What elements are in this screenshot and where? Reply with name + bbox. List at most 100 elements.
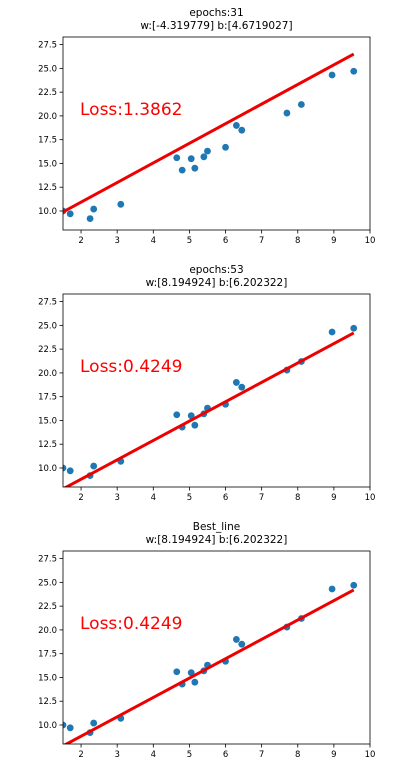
- x-tick-label: 4: [151, 493, 156, 503]
- x-tick-label: 10: [365, 493, 376, 503]
- y-tick-label: 20.0: [38, 626, 57, 636]
- scatter-point: [238, 126, 246, 134]
- x-tick-label: 4: [151, 750, 156, 760]
- scatter-point: [350, 324, 358, 332]
- axes-frame: [62, 550, 371, 745]
- scatter-point: [63, 721, 67, 729]
- scatter-points: [63, 324, 358, 479]
- x-tick-label: 7: [259, 493, 264, 503]
- y-tick-label: 25.0: [38, 578, 57, 588]
- loss-label: Loss:0.4249: [80, 357, 183, 377]
- x-tick-label: 6: [223, 750, 228, 760]
- scatter-point: [204, 147, 211, 155]
- scatter-point: [187, 669, 195, 677]
- scatter-point: [90, 205, 98, 213]
- x-tick-label: 2: [78, 750, 83, 760]
- y-tick-label: 25.0: [38, 321, 57, 331]
- scatter-point: [66, 467, 74, 475]
- loss-label: Loss:0.4249: [80, 614, 183, 634]
- scatter-point: [86, 215, 94, 222]
- scatter-point: [187, 412, 195, 420]
- y-tick-label: 12.5: [38, 183, 57, 193]
- y-tick-label: 15.0: [38, 159, 57, 169]
- x-tick-label: 4: [151, 236, 156, 246]
- x-tick-label: 9: [331, 750, 336, 760]
- scatter-point: [232, 379, 240, 386]
- y-tick-label: 22.5: [38, 345, 57, 355]
- loss-label: Loss:1.3862: [80, 100, 183, 120]
- scatter-point: [117, 200, 125, 208]
- scatter-point: [350, 67, 358, 75]
- x-tick-label: 7: [259, 236, 264, 246]
- scatter-point: [238, 383, 246, 391]
- x-tick-label: 3: [114, 493, 119, 503]
- x-tick-label: 6: [223, 236, 228, 246]
- y-tick-label: 27.5: [38, 41, 57, 51]
- y-tick-label: 25.0: [38, 64, 57, 74]
- x-tick-label: 8: [295, 236, 300, 246]
- y-tick-label: 17.5: [38, 393, 57, 403]
- y-tick-label: 20.0: [38, 112, 57, 122]
- x-tick-label: 9: [331, 493, 336, 503]
- axes-frame: [62, 36, 371, 231]
- scatter-point: [173, 411, 181, 419]
- x-tick-label: 7: [259, 750, 264, 760]
- scatter-point: [328, 71, 336, 79]
- chart-svg: epochs:53w:[8.194924] b:[6.202322] Loss:0…: [38, 264, 376, 503]
- scatter-point: [297, 101, 305, 108]
- y-tick-label: 17.5: [38, 136, 57, 146]
- scatter-point: [232, 122, 240, 129]
- scatter-point: [200, 153, 208, 161]
- y-tick-label: 20.0: [38, 369, 57, 379]
- y-tick-label: 12.5: [38, 440, 57, 450]
- scatter-point: [191, 421, 199, 429]
- scatter-point: [350, 581, 358, 589]
- axes-frame: [62, 293, 371, 488]
- fit-line: [63, 588, 355, 744]
- x-tick-label: 3: [114, 750, 119, 760]
- chart-title: epochs:53: [189, 264, 243, 276]
- x-tick-label: 6: [223, 493, 228, 503]
- y-tick-label: 15.0: [38, 416, 57, 426]
- x-tick-label: 5: [187, 493, 192, 503]
- x-tick-label: 8: [295, 750, 300, 760]
- chart-title: epochs:31: [189, 7, 243, 19]
- scatter-points: [63, 581, 358, 736]
- scatter-point: [178, 166, 186, 174]
- scatter-point: [283, 109, 291, 117]
- y-tick-label: 22.5: [38, 88, 57, 98]
- chart-panel-1: epochs:31 w:[-4.319779] b:[4.6719027] Loss…: [0, 0, 407, 257]
- y-tick-label: 10.0: [38, 464, 57, 474]
- x-tick-label: 8: [295, 493, 300, 503]
- scatter-point: [63, 464, 67, 472]
- y-tick-label: 17.5: [38, 650, 57, 660]
- x-tick-label: 9: [331, 236, 336, 246]
- scatter-point: [90, 719, 98, 727]
- scatter-point: [328, 585, 336, 593]
- chart-svg: epochs:31w:[-4.319779] b:[4.6719027] Loss…: [38, 7, 375, 246]
- fit-line: [63, 52, 355, 214]
- scatter-point: [238, 640, 246, 648]
- x-tick-label: 2: [78, 236, 83, 246]
- fit-line: [63, 331, 355, 487]
- scatter-point: [328, 328, 336, 336]
- y-tick-label: 27.5: [38, 555, 57, 565]
- x-tick-label: 5: [187, 750, 192, 760]
- y-tick-label: 22.5: [38, 602, 57, 612]
- chart-subtitle: w:[-4.319779] b:[4.6719027]: [140, 20, 292, 32]
- y-tick-label: 12.5: [38, 697, 57, 707]
- y-tick-label: 15.0: [38, 673, 57, 683]
- y-tick-label: 10.0: [38, 721, 57, 731]
- chart-subtitle: w:[8.194924] b:[6.202322]: [146, 534, 288, 546]
- scatter-point: [232, 636, 240, 643]
- scatter-point: [90, 462, 98, 470]
- scatter-point: [173, 668, 181, 676]
- x-tick-label: 2: [78, 493, 83, 503]
- scatter-point: [187, 155, 195, 163]
- scatter-points: [63, 67, 358, 222]
- scatter-point: [222, 143, 229, 151]
- x-tick-label: 5: [187, 236, 192, 246]
- x-tick-label: 3: [114, 236, 119, 246]
- chart-subtitle: w:[8.194924] b:[6.202322]: [146, 277, 288, 289]
